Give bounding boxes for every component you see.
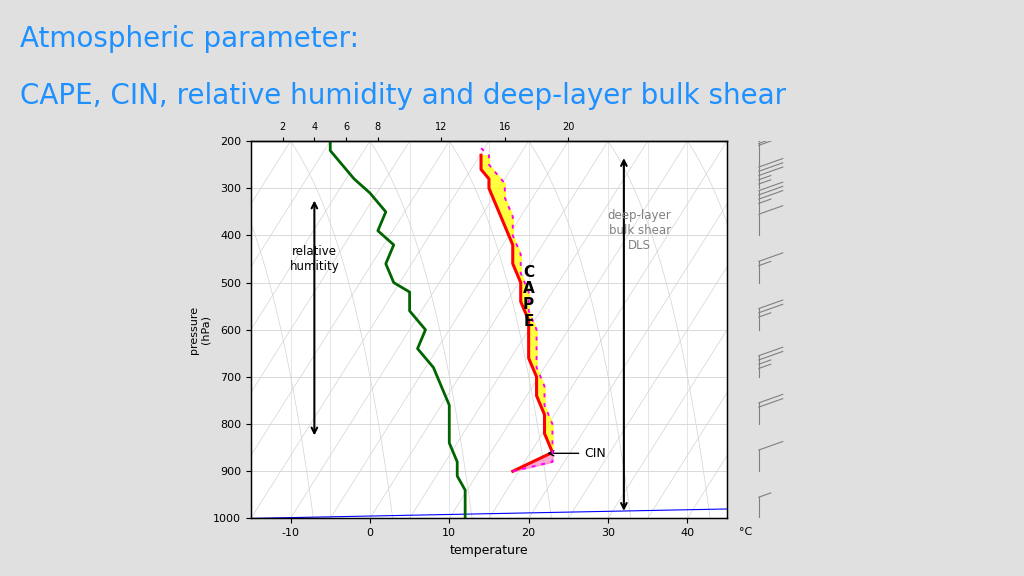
Text: °C: °C bbox=[739, 527, 753, 537]
Text: CAPE, CIN, relative humidity and deep-layer bulk shear: CAPE, CIN, relative humidity and deep-la… bbox=[20, 82, 786, 111]
Text: CIN: CIN bbox=[549, 447, 606, 460]
Text: relative
humitity: relative humitity bbox=[290, 245, 339, 273]
Text: C
A
P
E: C A P E bbox=[523, 265, 535, 328]
Y-axis label: pressure
(hPa): pressure (hPa) bbox=[188, 306, 210, 354]
Text: Atmospheric parameter:: Atmospheric parameter: bbox=[20, 25, 359, 54]
X-axis label: temperature: temperature bbox=[450, 544, 528, 556]
Text: deep-layer
bulk shear
DLS: deep-layer bulk shear DLS bbox=[608, 209, 672, 252]
